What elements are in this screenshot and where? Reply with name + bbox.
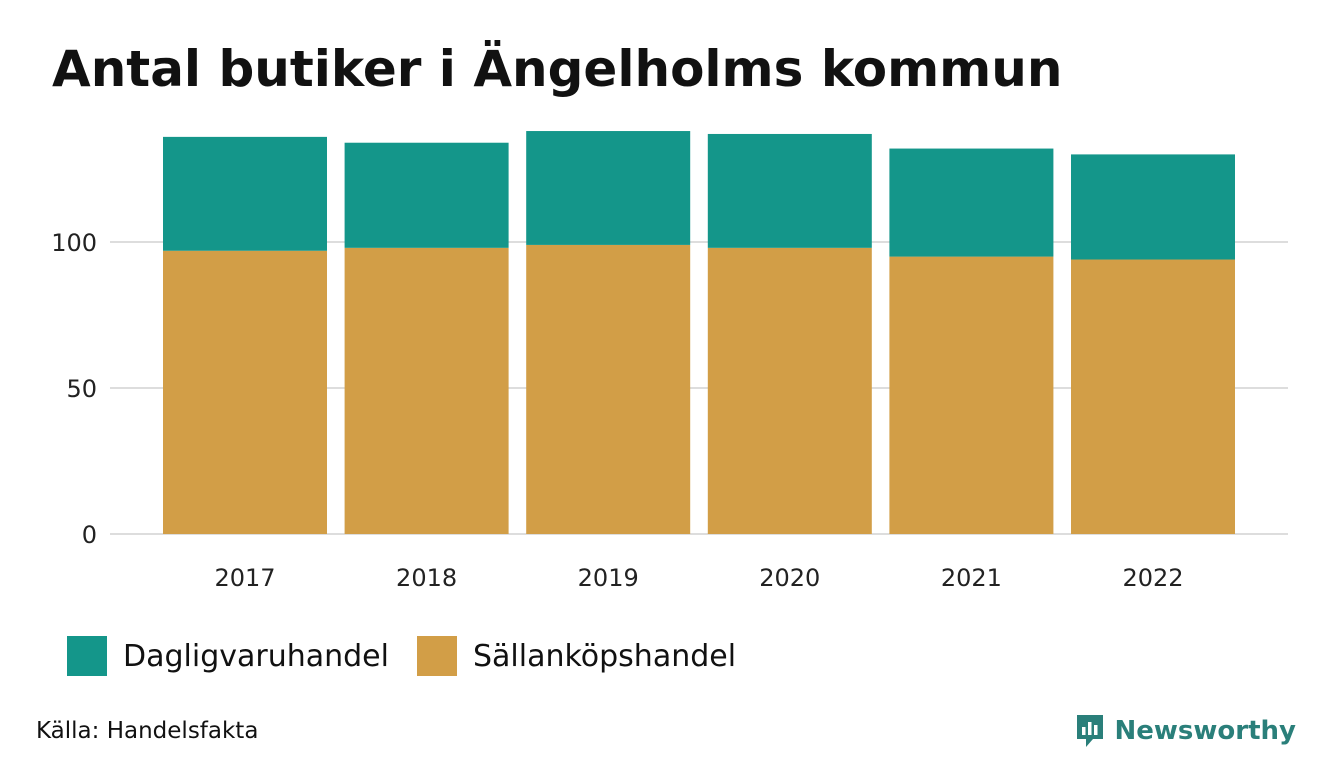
bar-sallankopshandel-2020 bbox=[707, 247, 872, 534]
bar-dagligvaruhandel-2019 bbox=[526, 131, 691, 245]
legend-swatch-dagligvaruhandel bbox=[67, 636, 107, 676]
brand-name: Newsworthy bbox=[1114, 716, 1296, 746]
x-tick-label: 2019 bbox=[578, 564, 639, 592]
chart-title: Antal butiker i Ängelholms kommun bbox=[52, 40, 1063, 98]
y-tick-label: 50 bbox=[66, 375, 97, 403]
x-axis-ticks: 2017 2018 2019 2020 2021 2022 bbox=[214, 564, 1183, 592]
legend-label-dagligvaruhandel: Dagligvaruhandel bbox=[123, 638, 389, 674]
legend-item-sallankopshandel: Sällanköpshandel bbox=[416, 636, 737, 676]
bar-dagligvaruhandel-2021 bbox=[889, 148, 1054, 257]
x-tick-label: 2022 bbox=[1122, 564, 1183, 592]
bar-sallankopshandel-2022 bbox=[1071, 259, 1235, 534]
bar-dagligvaruhandel-2020 bbox=[707, 133, 872, 248]
stacked-bar-chart: 0 50 100 2017 2018 2019 2020 2021 2022 bbox=[51, 131, 1288, 592]
y-tick-label: 100 bbox=[51, 229, 97, 257]
bar-dagligvaruhandel-2018 bbox=[344, 142, 509, 248]
x-tick-label: 2017 bbox=[214, 564, 275, 592]
source-note: Källa: Handelsfakta bbox=[36, 718, 259, 744]
bar-dagligvaruhandel-2022 bbox=[1071, 154, 1235, 260]
bar-sallankopshandel-2021 bbox=[889, 256, 1054, 534]
bar-dagligvaruhandel-2017 bbox=[163, 136, 327, 251]
legend: Dagligvaruhandel Sällanköpshandel bbox=[67, 636, 764, 676]
legend-item-dagligvaruhandel: Dagligvaruhandel bbox=[67, 636, 389, 676]
x-tick-label: 2020 bbox=[759, 564, 820, 592]
x-tick-label: 2018 bbox=[396, 564, 457, 592]
newsworthy-logo-icon bbox=[1076, 715, 1103, 747]
bar-sallankopshandel-2018 bbox=[344, 247, 509, 534]
legend-swatch-sallankopshandel bbox=[416, 636, 457, 676]
brand-logo: Newsworthy bbox=[1075, 713, 1296, 749]
y-tick-label: 0 bbox=[82, 521, 97, 549]
bar-sallankopshandel-2019 bbox=[526, 244, 691, 535]
legend-label-sallankopshandel: Sällanköpshandel bbox=[472, 638, 737, 674]
bar-sallankopshandel-2017 bbox=[163, 250, 327, 534]
y-axis-ticks: 0 50 100 bbox=[51, 229, 97, 549]
x-tick-label: 2021 bbox=[941, 564, 1002, 592]
bars bbox=[163, 131, 1235, 535]
